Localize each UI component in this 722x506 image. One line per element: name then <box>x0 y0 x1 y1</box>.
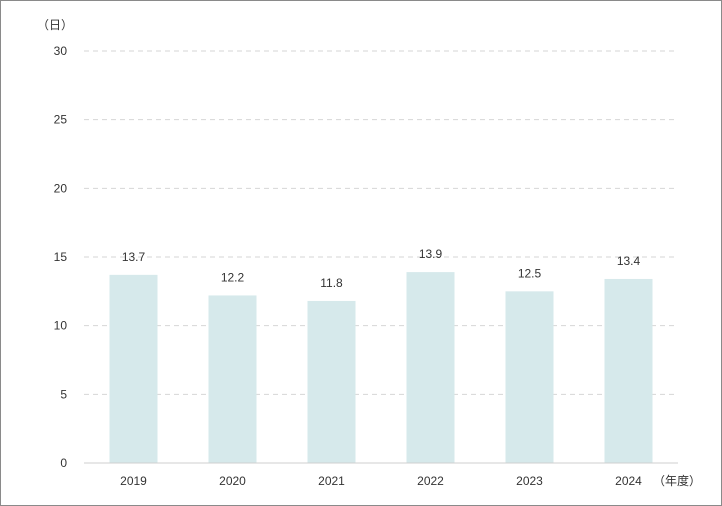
x-tick-label-2019: 2019 <box>120 474 147 488</box>
y-axis-ticks: 0 5 10 15 20 25 30 <box>54 44 68 470</box>
x-axis-unit-label: （年度） <box>653 473 701 488</box>
x-tick-label-2022: 2022 <box>417 474 444 488</box>
data-label-2022: 13.9 <box>419 247 443 261</box>
grid-lines <box>84 50 678 395</box>
bar-2019 <box>109 274 158 463</box>
data-label-2019: 13.7 <box>122 250 146 264</box>
y-tick-label-30: 30 <box>54 44 68 58</box>
x-tick-label-2020: 2020 <box>219 474 246 488</box>
data-labels: 13.7 12.2 11.8 13.9 12.5 13.4 <box>122 247 641 290</box>
y-axis-unit-label: （日） <box>37 18 73 32</box>
x-tick-label-2021: 2021 <box>318 474 345 488</box>
x-axis-ticks: 2019 2020 2021 2022 2023 2024 <box>120 474 642 488</box>
bar-2024 <box>604 278 653 463</box>
data-label-2024: 13.4 <box>617 254 641 268</box>
data-label-2020: 12.2 <box>221 270 245 284</box>
x-tick-label-2024: 2024 <box>615 474 642 488</box>
bar-2023 <box>505 291 554 463</box>
y-tick-label-0: 0 <box>60 456 67 470</box>
bar-2020 <box>208 295 257 463</box>
data-label-2023: 12.5 <box>518 266 542 280</box>
data-label-2021: 11.8 <box>320 276 343 290</box>
bars <box>109 272 653 463</box>
bar-2022 <box>406 272 455 463</box>
bar-2021 <box>307 300 356 463</box>
y-tick-label-25: 25 <box>54 113 68 127</box>
y-tick-label-5: 5 <box>60 387 67 401</box>
y-tick-label-10: 10 <box>54 319 68 333</box>
y-tick-label-15: 15 <box>54 250 68 264</box>
x-tick-label-2023: 2023 <box>516 474 543 488</box>
y-tick-label-20: 20 <box>54 181 68 195</box>
